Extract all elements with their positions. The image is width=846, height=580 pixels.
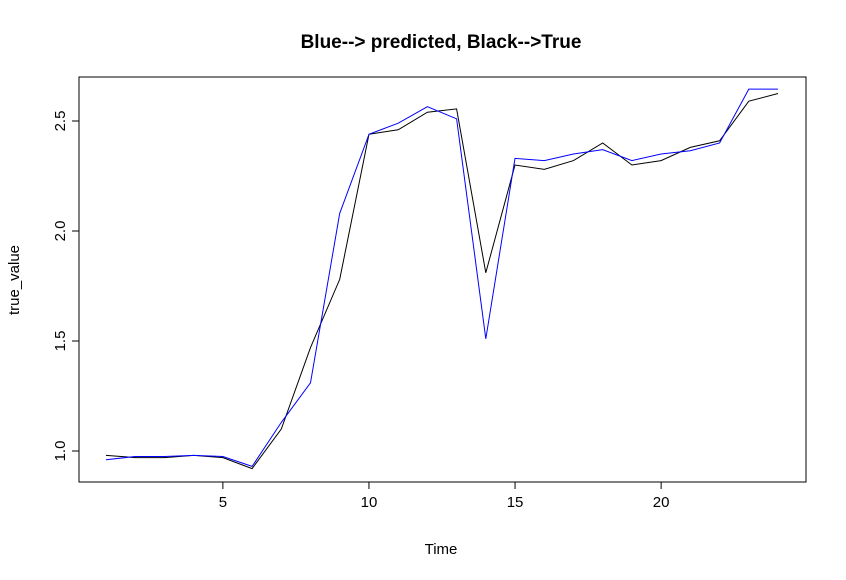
x-tick-label: 15 (507, 494, 524, 511)
y-axis: 1.0 1.5 2.0 2.5 (52, 111, 80, 462)
x-axis-label: Time (425, 541, 458, 558)
series-layer (105, 88, 779, 470)
x-tick-label: 10 (361, 494, 378, 511)
series-line-1 (105, 88, 778, 467)
y-tick-label: 1.5 (52, 331, 69, 352)
x-axis: 5 10 15 20 (219, 481, 670, 511)
y-tick-label: 2.0 (52, 221, 69, 242)
chart-title: Blue--> predicted, Black-->True (301, 32, 582, 53)
y-tick-label: 2.5 (52, 111, 69, 132)
y-tick-label: 1.0 (52, 441, 69, 462)
plot-frame (78, 76, 807, 483)
x-tick-label: 20 (653, 494, 670, 511)
x-tick-label: 5 (219, 494, 227, 511)
series-line-0 (105, 93, 779, 470)
y-axis-label: true_value (6, 245, 23, 315)
